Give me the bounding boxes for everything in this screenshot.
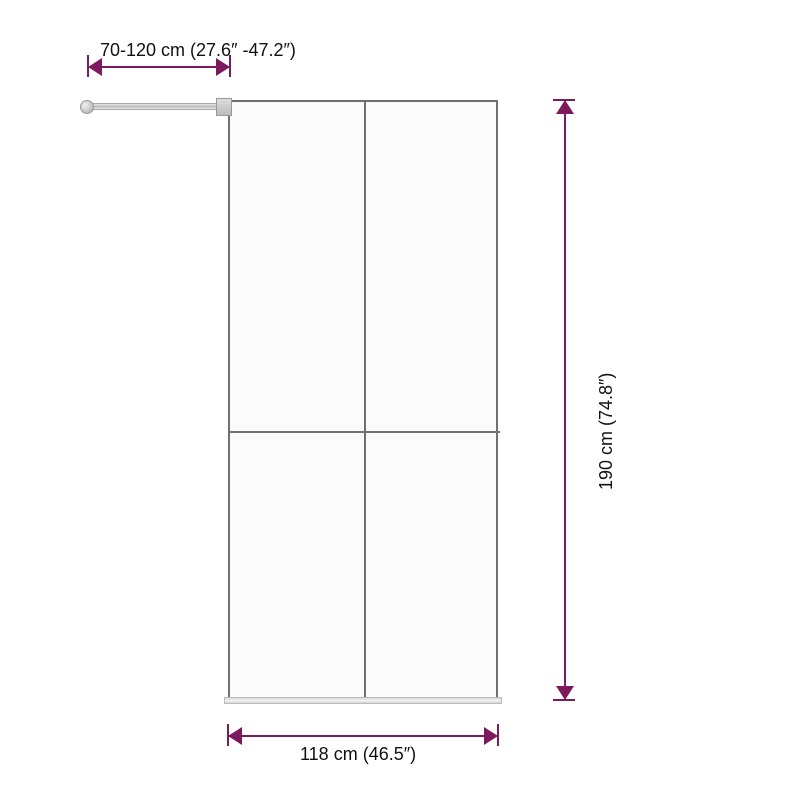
vertical-muntin — [364, 102, 366, 702]
support-rod — [86, 103, 230, 110]
dimension-bottom-label: 118 cm (46.5″) — [300, 744, 416, 765]
dimension-top-label: 70-120 cm (27.6″ -47.2″) — [100, 40, 296, 61]
horizontal-muntin — [230, 431, 500, 433]
rod-bracket — [216, 98, 232, 116]
bottom-track — [224, 697, 502, 704]
rod-endcap — [80, 100, 94, 114]
dimension-right-label: 190 cm (74.8″) — [596, 373, 617, 490]
glass-panel — [228, 100, 498, 700]
diagram-canvas: { "colors": { "dimension": "#7d1a5e", "p… — [0, 0, 800, 800]
